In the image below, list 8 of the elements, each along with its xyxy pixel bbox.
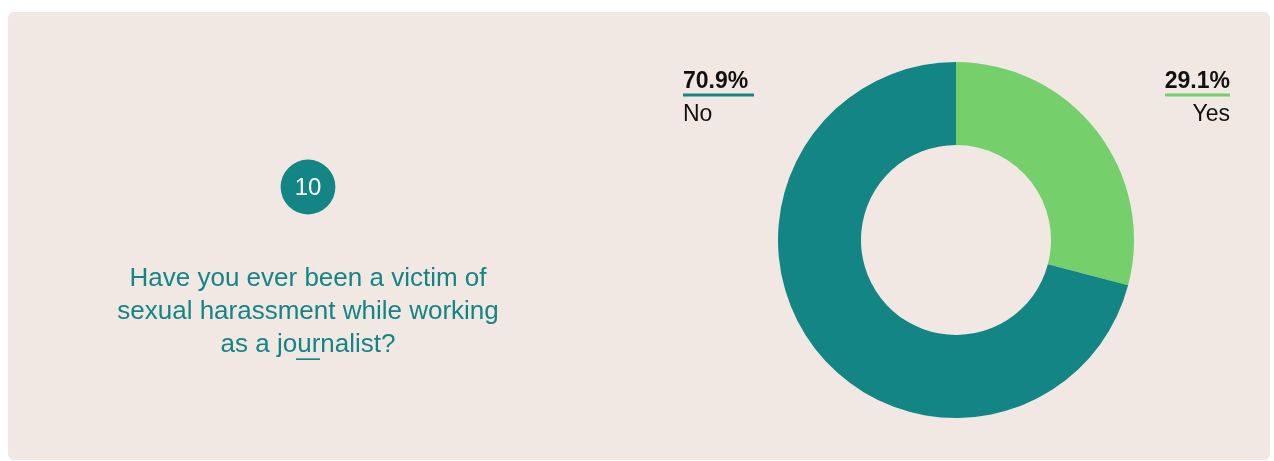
text: 10 bbox=[294, 173, 322, 200]
donut-slice bbox=[956, 62, 1134, 286]
data-label: 70.9% bbox=[683, 67, 749, 93]
data-label: 29.1% bbox=[1164, 67, 1230, 93]
donut-slice bbox=[778, 62, 1129, 418]
text: Have you ever been a victim of sexual harassment while working as a journalist? bbox=[117, 262, 499, 358]
legend-label: Yes bbox=[1192, 100, 1230, 126]
legend-label: No bbox=[683, 100, 713, 126]
